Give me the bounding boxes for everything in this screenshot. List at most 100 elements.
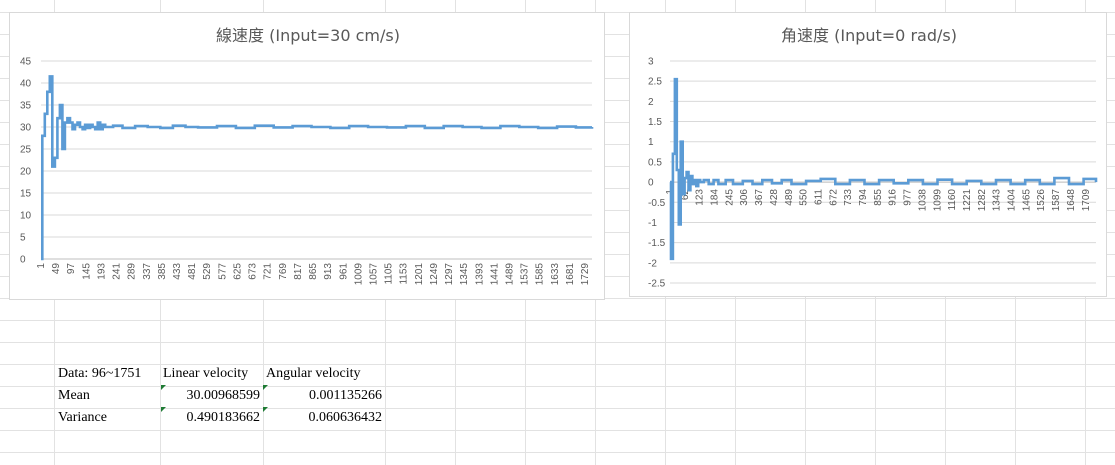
x-tick-label: 1038 [917, 189, 928, 212]
table-header-angular[interactable]: Angular velocity [266, 366, 361, 381]
x-tick-label: 1343 [992, 189, 1003, 212]
x-tick-label: 611 [813, 189, 824, 205]
x-tick-label: 1633 [550, 263, 561, 286]
y-tick-label: 0 [648, 178, 654, 189]
x-tick-label: 433 [172, 263, 183, 280]
x-tick-label: 721 [263, 263, 274, 280]
x-tick-label: 1393 [474, 263, 485, 286]
x-tick-label: 489 [784, 189, 795, 206]
y-tick-label: 25 [20, 145, 32, 156]
x-tick-label: 977 [903, 189, 914, 206]
y-tick-label: -1.5 [648, 238, 666, 249]
x-tick-label: 1526 [1036, 189, 1047, 212]
table-value-variance-angular[interactable]: 0.060636432 [308, 410, 383, 425]
chart-title: 角速度 (Input=0 rad/s) [781, 26, 957, 45]
x-tick-label: 1221 [962, 189, 973, 212]
x-tick-label: 794 [858, 189, 869, 206]
number-as-text-indicator [161, 407, 166, 412]
number-as-text-indicator [263, 385, 268, 390]
x-tick-label: 1057 [368, 263, 379, 286]
x-tick-label: 145 [81, 263, 92, 280]
x-tick-label: 1489 [505, 263, 516, 286]
number-as-text-indicator [263, 407, 268, 412]
y-tick-label: -2.5 [648, 279, 666, 290]
x-tick-label: 1441 [489, 263, 500, 286]
series-line [669, 77, 1098, 261]
x-tick-label: 673 [248, 263, 259, 280]
table-value-mean-linear[interactable]: 30.00968599 [186, 388, 261, 403]
x-tick-label: 865 [308, 263, 319, 280]
y-tick-label: 20 [20, 167, 32, 178]
y-tick-label: 10 [20, 211, 32, 222]
y-tick-label: 3 [648, 57, 654, 68]
table-label-mean[interactable]: Mean [58, 388, 90, 403]
y-tick-label: 2 [648, 97, 654, 108]
linear-velocity-chart[interactable]: 線速度 (Input=30 cm/s) 0 5 10 15 20 25 30 35 40 45 1 4… [9, 12, 605, 300]
y-tick-label: 0 [20, 255, 26, 266]
x-tick-label: 337 [142, 263, 153, 280]
x-tick-label: 49 [51, 263, 62, 275]
y-tick-label: 2.5 [648, 77, 662, 88]
x-tick-label: 1537 [520, 263, 531, 286]
x-tick-label: 1648 [1066, 189, 1077, 212]
x-tick-label: 97 [66, 263, 77, 275]
x-tick-label: 428 [769, 189, 780, 206]
x-tick-label: 625 [232, 263, 243, 280]
x-tick-label: 672 [828, 189, 839, 206]
y-tick-label: 45 [20, 57, 32, 68]
x-tick-label: 306 [739, 189, 750, 206]
x-tick-label: 577 [217, 263, 228, 280]
x-tick-label: 1709 [1081, 189, 1092, 212]
x-tick-label: 961 [338, 263, 349, 280]
y-tick-label: 1 [648, 137, 654, 148]
table-header-range[interactable]: Data: 96~1751 [58, 366, 142, 381]
y-tick-label: 30 [20, 123, 32, 134]
x-tick-label: 1009 [353, 263, 364, 286]
x-tick-label: 855 [873, 189, 884, 206]
series-line [41, 75, 594, 261]
x-tick-label: 1585 [535, 263, 546, 286]
x-tick-label: 1345 [459, 263, 470, 286]
x-tick-label: 1160 [947, 189, 958, 211]
number-as-text-indicator [161, 385, 166, 390]
x-tick-label: 1201 [414, 263, 425, 286]
y-tick-label: 15 [20, 189, 32, 200]
x-tick-label: 481 [187, 263, 198, 280]
table-header-linear[interactable]: Linear velocity [163, 366, 249, 381]
x-tick-label: 289 [127, 263, 138, 280]
x-tick-label: 245 [724, 189, 735, 206]
x-tick-label: 550 [799, 189, 810, 206]
x-tick-label: 1404 [1007, 189, 1018, 212]
x-tick-label: 817 [293, 263, 304, 280]
y-tick-label: -1 [648, 218, 657, 229]
table-label-variance[interactable]: Variance [58, 410, 107, 425]
x-tick-label: 1465 [1021, 189, 1032, 212]
x-tick-label: 1297 [444, 263, 455, 286]
x-tick-label: 367 [754, 189, 765, 206]
x-tick-label: 1681 [565, 263, 576, 286]
y-tick-label: 35 [20, 101, 32, 112]
x-tick-label: 733 [843, 189, 854, 206]
y-tick-label: 40 [20, 79, 32, 90]
table-value-variance-linear[interactable]: 0.490183662 [186, 410, 261, 425]
x-tick-label: 1099 [932, 189, 943, 212]
x-tick-label: 529 [202, 263, 213, 280]
y-tick-label: 0.5 [648, 157, 662, 168]
x-tick-label: 913 [323, 263, 334, 280]
y-tick-label: 1.5 [648, 117, 662, 128]
y-tick-label: -2 [648, 258, 657, 269]
x-tick-label: 241 [112, 263, 123, 280]
x-tick-label: 1587 [1051, 189, 1062, 212]
x-tick-label: 1105 [384, 263, 395, 285]
chart-title: 線速度 (Input=30 cm/s) [216, 26, 400, 45]
x-tick-label: 123 [695, 189, 706, 206]
x-tick-label: 1 [36, 263, 47, 269]
x-tick-label: 184 [710, 189, 721, 206]
x-tick-label: 769 [278, 263, 289, 280]
x-tick-label: 1249 [429, 263, 440, 286]
table-value-mean-angular[interactable]: 0.001135266 [309, 388, 382, 403]
y-tick-label: 5 [20, 233, 26, 244]
x-tick-label: 1729 [580, 263, 591, 286]
angular-velocity-chart[interactable]: 角速度 (Input=0 rad/s) -2.5 -2 -1.5 -1 -0.5 0 0.5… [629, 12, 1107, 297]
